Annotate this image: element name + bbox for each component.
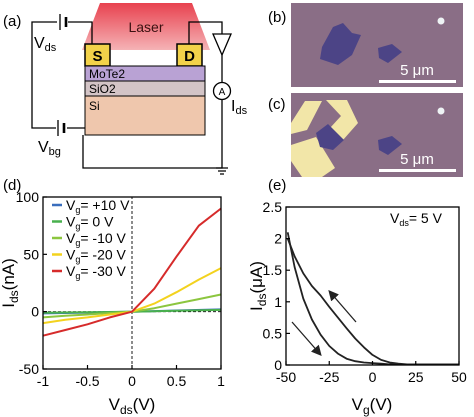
y-tick-label: 50 xyxy=(23,246,39,262)
panel-label-d: (d) xyxy=(3,177,21,194)
y-tick-label: 100 xyxy=(16,189,40,205)
ammeter-symbol: A xyxy=(219,87,226,98)
photo-c-flake-small xyxy=(378,136,402,155)
photo-c-gold-contact-2 xyxy=(291,137,335,177)
panel-c-photo: (c) 5 μm xyxy=(268,93,463,177)
legend-entry-4: Vg= -30 V xyxy=(66,263,127,281)
x-tick-label: 0 xyxy=(128,373,136,389)
panel-b-photo: (b) 5 μm xyxy=(268,3,463,87)
laser-label: Laser xyxy=(128,19,163,35)
arrow-sweep-down xyxy=(291,321,322,356)
layer-si xyxy=(84,95,206,136)
panel-e-chart: (e) -50 -25 0 25 50 0 0.5 1 1.5 2 2.5 Vds= 5 V Vg(… xyxy=(247,177,467,417)
photo-c-scale-bar xyxy=(379,169,456,172)
ammeter-icon xyxy=(212,81,232,101)
legend-entry-3: Vg= -20 V xyxy=(66,247,127,265)
y-tick-label: 2 xyxy=(274,231,282,247)
panel-label-c: (c) xyxy=(268,96,286,113)
photo-b-scale-text: 5 μm xyxy=(400,62,434,79)
panel-label-e: (e) xyxy=(268,177,286,194)
chart-d-xlabel: Vds(V) xyxy=(109,395,156,417)
y-tick-label: 0.5 xyxy=(263,325,283,341)
x-tick-label: -0.5 xyxy=(75,373,99,389)
panel-label-b: (b) xyxy=(268,9,286,26)
photo-b-scale-bar xyxy=(379,80,456,83)
x-tick-label: 25 xyxy=(408,369,424,385)
vds-label: Vds xyxy=(34,35,57,54)
diode-icon xyxy=(212,33,232,57)
chart-e-annotation: Vds= 5 V xyxy=(390,210,443,228)
y-tick-label: 1.5 xyxy=(263,262,283,278)
series-line-1 xyxy=(286,232,459,366)
photo-b-flake-large xyxy=(320,23,361,65)
photo-c-gold-contact-1 xyxy=(291,101,322,134)
arrow-sweep-up xyxy=(328,290,357,323)
layer-si-label: Si xyxy=(89,99,100,113)
battery-vbg-icon xyxy=(57,120,66,136)
chart-e-ylabel: Ids(μA) xyxy=(247,261,269,311)
chart-e-series xyxy=(286,232,459,366)
chart-e-xlabel: Vg(V) xyxy=(352,395,393,417)
photo-c-scale-text: 5 μm xyxy=(400,151,434,168)
photo-b-flake-small xyxy=(378,44,402,63)
photo-c-speck xyxy=(437,107,445,115)
panel-a-schematic: (a) Laser S D MoTe2 SiO2 Si Vd xyxy=(3,3,248,175)
layer-mote2-label: MoTe2 xyxy=(89,67,125,81)
panel-d-chart: (d) -1 -0.5 0 0.5 1 -50 0 50 100 Vg= +10 VVg= 0 … xyxy=(0,177,225,417)
y-tick-label: 0 xyxy=(274,357,282,373)
laser-beam xyxy=(82,3,210,50)
photo-c-flake-large xyxy=(316,124,344,150)
legend-entry-0: Vg= +10 V xyxy=(66,197,130,215)
chart-d-series xyxy=(42,207,222,337)
y-tick-label: -50 xyxy=(19,361,39,377)
chart-e-ticks: -50 -25 0 25 50 0 0.5 1 1.5 2 2.5 xyxy=(263,199,467,385)
source-label: S xyxy=(92,48,102,65)
y-tick-label: 0 xyxy=(31,304,39,320)
chart-d-legend: Vg= +10 VVg= 0 VVg= -10 VVg= -20 VVg= -3… xyxy=(52,197,130,281)
vbg-label: Vbg xyxy=(38,139,61,158)
ids-label: Ids xyxy=(231,98,248,117)
chart-d-zero-lines xyxy=(43,197,221,369)
x-tick-label: 0 xyxy=(369,369,377,385)
legend-entry-1: Vg= 0 V xyxy=(66,214,114,232)
photo-b-background xyxy=(291,3,463,87)
circuit-wires xyxy=(31,21,228,175)
battery-vds-icon xyxy=(59,14,68,30)
x-tick-label: 1 xyxy=(217,373,225,389)
x-tick-label: 50 xyxy=(451,369,467,385)
series-line-4 xyxy=(42,207,222,337)
legend-entry-2: Vg= -10 V xyxy=(66,230,127,248)
y-tick-label: 2.5 xyxy=(263,199,283,215)
x-tick-label: 0.5 xyxy=(167,373,187,389)
chart-d-ylabel: Ids(nA) xyxy=(0,258,21,308)
layer-sio2-label: SiO2 xyxy=(89,82,116,96)
x-tick-label: -25 xyxy=(319,369,339,385)
chart-d-ticks: -1 -0.5 0 0.5 1 -50 0 50 100 xyxy=(16,189,225,389)
panel-label-a: (a) xyxy=(3,13,21,30)
photo-b-speck xyxy=(437,17,445,25)
y-tick-label: 1 xyxy=(274,294,282,310)
x-tick-label: -50 xyxy=(276,369,296,385)
x-tick-label: -1 xyxy=(37,373,50,389)
drain-label: D xyxy=(184,48,195,65)
